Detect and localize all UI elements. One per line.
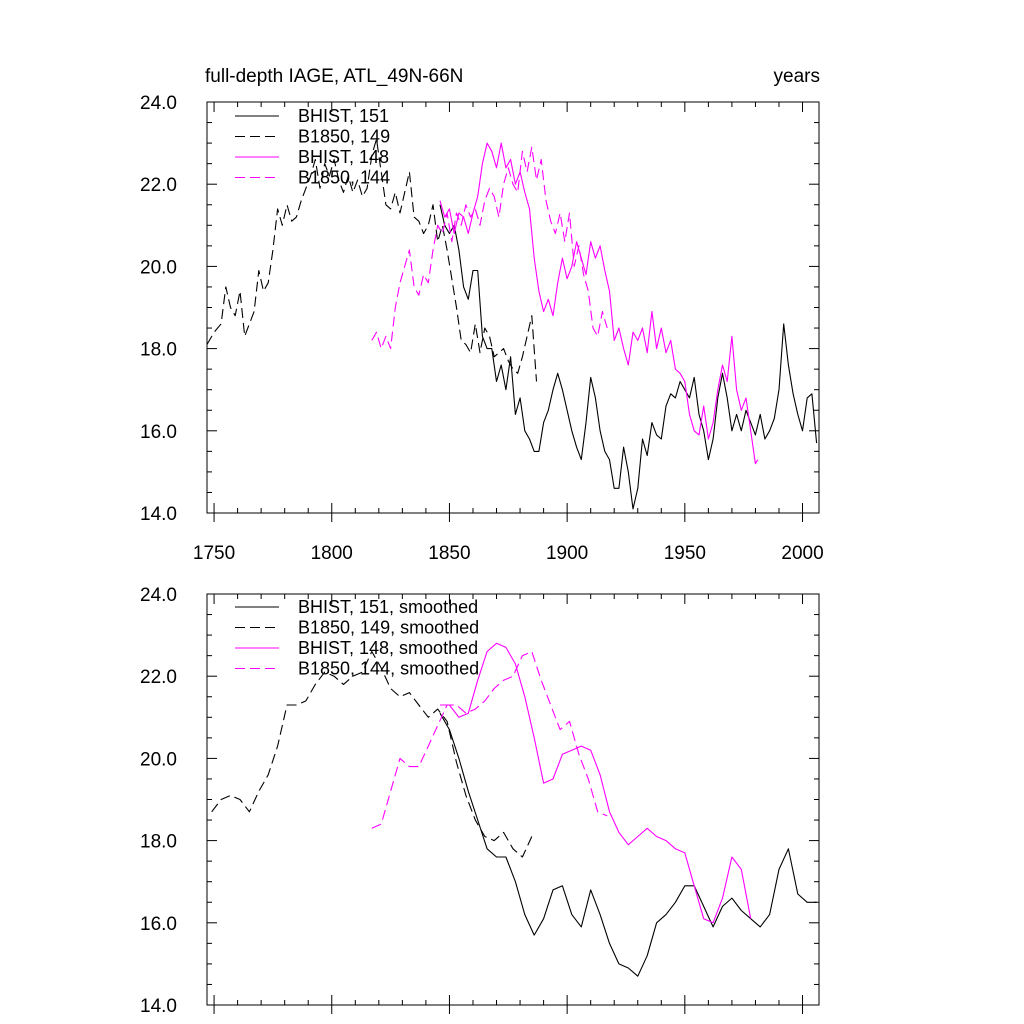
y-tick-label: 24.0: [140, 585, 177, 606]
y-tick-label: 18.0: [140, 340, 177, 361]
series-line: [439, 204, 818, 510]
legend-label: B1850, 144, smoothed: [298, 659, 479, 679]
y-tick-label: 22.0: [140, 175, 177, 196]
legend-label: BHIST, 148, smoothed: [298, 638, 478, 658]
series-line: [439, 712, 817, 977]
y-tick-label: 14.0: [140, 996, 177, 1017]
series-line: [206, 138, 538, 382]
legend-label: B1850, 144: [298, 168, 390, 188]
legend-label: BHIST, 151: [298, 106, 389, 126]
units-label: years: [774, 66, 820, 87]
series-line: [440, 642, 752, 924]
legend-label: BHIST, 148: [298, 147, 389, 167]
bottom-panel: 14.0 16.0 18.0 20.0 22.0 24.0 BHIST, 151, smoo…: [140, 585, 820, 1017]
x-tick-label: 1900: [546, 543, 588, 564]
series-line: [371, 650, 608, 829]
y-tick-label: 16.0: [140, 422, 177, 443]
x-tick-label: 1800: [311, 543, 353, 564]
y-tick-label: 24.0: [140, 93, 177, 114]
y-tick-label: 20.0: [140, 257, 177, 278]
legend-label: B1850, 149, smoothed: [298, 618, 479, 638]
legend-label: B1850, 149: [298, 127, 390, 147]
series-line: [371, 146, 608, 350]
series-line: [211, 650, 533, 858]
x-tick-label: 1750: [193, 543, 235, 564]
legend-label: BHIST, 151, smoothed: [298, 597, 478, 617]
top-panel: full-depth IAGE, ATL_49N-66N years 14.0 1…: [140, 66, 824, 564]
y-tick-label: 14.0: [140, 504, 177, 525]
chart-title: full-depth IAGE, ATL_49N-66N: [205, 66, 463, 87]
series-line: [439, 142, 759, 465]
y-tick-label: 22.0: [140, 667, 177, 688]
y-tick-label: 20.0: [140, 749, 177, 770]
y-tick-label: 18.0: [140, 832, 177, 853]
x-tick-label: 2000: [781, 543, 823, 564]
x-tick-label: 1950: [664, 543, 706, 564]
y-tick-label: 16.0: [140, 914, 177, 935]
x-tick-label: 1850: [428, 543, 470, 564]
